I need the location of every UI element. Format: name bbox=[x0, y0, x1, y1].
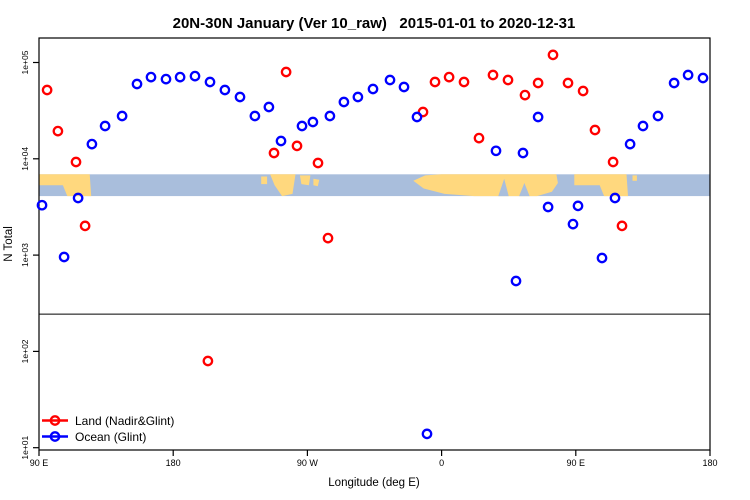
data-point-ocean bbox=[58, 251, 70, 263]
data-point-land bbox=[607, 156, 619, 168]
data-point-land bbox=[291, 140, 303, 152]
x-axis-title: Longitude (deg E) bbox=[328, 477, 420, 489]
y-axis-tick-label: 1e+02 bbox=[20, 339, 30, 363]
data-point-ocean bbox=[275, 135, 287, 147]
map-strip-land bbox=[39, 174, 92, 197]
data-point-ocean bbox=[682, 69, 694, 81]
x-axis-tick-label: 90 W bbox=[297, 458, 319, 468]
data-point-ocean bbox=[411, 111, 423, 123]
x-axis-tick-label: 90 E bbox=[30, 458, 49, 468]
y-axis-tick-label: 1e+01 bbox=[20, 435, 30, 459]
data-point-land bbox=[519, 89, 531, 101]
data-point-ocean bbox=[490, 145, 502, 157]
data-point-ocean bbox=[637, 120, 649, 132]
data-point-ocean bbox=[338, 96, 350, 108]
data-point-ocean bbox=[99, 120, 111, 132]
map-strip-land bbox=[261, 176, 268, 185]
data-point-land bbox=[616, 220, 628, 232]
legend-label-land: Land (Nadir&Glint) bbox=[75, 414, 174, 428]
data-point-ocean bbox=[189, 70, 201, 82]
plot-box bbox=[38, 37, 711, 451]
data-point-ocean bbox=[160, 73, 172, 85]
x-axis-tick-label: 180 bbox=[702, 458, 717, 468]
legend-label-ocean: Ocean (Glint) bbox=[75, 430, 146, 444]
data-point-ocean bbox=[116, 110, 128, 122]
chart-title: 20N-30N January (Ver 10_raw) 2015-01-01 … bbox=[173, 15, 576, 32]
data-point-ocean bbox=[234, 91, 246, 103]
data-point-ocean bbox=[367, 83, 379, 95]
y-axis-tick-label: 1e+03 bbox=[20, 243, 30, 267]
data-point-ocean bbox=[296, 120, 308, 132]
map-strip-ocean-notch bbox=[498, 178, 509, 197]
x-axis-tick-label: 90 E bbox=[567, 458, 586, 468]
data-point-land bbox=[312, 157, 324, 169]
data-point-ocean bbox=[263, 101, 275, 113]
data-point-land bbox=[502, 74, 514, 86]
plot-area: 1e+01 1e+02 1e+03 1e+04 1e+05 90 E 180 90 W 0 90 … bbox=[20, 37, 718, 468]
data-point-land bbox=[268, 147, 280, 159]
map-strip-land bbox=[632, 175, 637, 181]
data-point-land bbox=[473, 132, 485, 144]
data-point-ocean bbox=[72, 192, 84, 204]
data-point-ocean bbox=[86, 138, 98, 150]
x-axis-tick-label: 0 bbox=[439, 458, 444, 468]
data-point-ocean bbox=[668, 77, 680, 89]
data-point-ocean bbox=[572, 200, 584, 212]
legend-marker-ocean bbox=[49, 431, 61, 442]
map-strip-land bbox=[299, 175, 311, 186]
data-point-ocean bbox=[249, 110, 261, 122]
data-point-land bbox=[429, 76, 441, 88]
data-point-land bbox=[589, 124, 601, 136]
data-point-land bbox=[70, 156, 82, 168]
data-point-ocean bbox=[324, 110, 336, 122]
data-point-land bbox=[52, 125, 64, 137]
data-point-ocean bbox=[697, 72, 709, 84]
map-strip-ocean-notch bbox=[519, 183, 530, 197]
data-point-ocean bbox=[384, 74, 396, 86]
map-strip-land bbox=[574, 174, 628, 197]
data-point-ocean bbox=[624, 138, 636, 150]
data-point-land bbox=[577, 85, 589, 97]
data-point-ocean bbox=[652, 110, 664, 122]
data-point-land bbox=[41, 84, 53, 96]
data-point-ocean bbox=[421, 428, 433, 440]
data-point-ocean bbox=[219, 84, 231, 96]
data-point-ocean bbox=[542, 201, 554, 213]
data-point-ocean bbox=[398, 81, 410, 93]
data-point-land bbox=[532, 77, 544, 89]
data-point-ocean bbox=[174, 71, 186, 83]
map-strip-land bbox=[270, 174, 296, 197]
data-point-ocean bbox=[352, 91, 364, 103]
data-point-ocean bbox=[532, 111, 544, 123]
data-point-land bbox=[202, 355, 214, 367]
data-point-land bbox=[562, 77, 574, 89]
data-point-ocean bbox=[36, 199, 48, 211]
y-axis-tick-label: 1e+04 bbox=[20, 147, 30, 171]
data-point-land bbox=[487, 69, 499, 81]
data-point-land bbox=[79, 220, 91, 232]
data-point-ocean bbox=[307, 116, 319, 128]
x-axis-tick-label: 180 bbox=[166, 458, 181, 468]
data-point-ocean bbox=[517, 147, 529, 159]
map-strip-land bbox=[313, 178, 320, 187]
data-point-land bbox=[547, 49, 559, 61]
data-point-ocean bbox=[567, 218, 579, 230]
y-axis-tick-label: 1e+05 bbox=[20, 50, 30, 74]
data-point-ocean bbox=[131, 78, 143, 90]
data-point-land bbox=[458, 76, 470, 88]
legend-marker-land bbox=[49, 415, 61, 426]
data-point-ocean bbox=[609, 192, 621, 204]
data-point-land bbox=[322, 232, 334, 244]
data-point-ocean bbox=[596, 252, 608, 264]
data-point-ocean bbox=[145, 71, 157, 83]
data-point-ocean bbox=[204, 76, 216, 88]
data-point-land bbox=[280, 66, 292, 78]
data-point-ocean bbox=[510, 275, 522, 287]
y-axis-title: N Total bbox=[3, 226, 15, 262]
data-point-land bbox=[443, 71, 455, 83]
